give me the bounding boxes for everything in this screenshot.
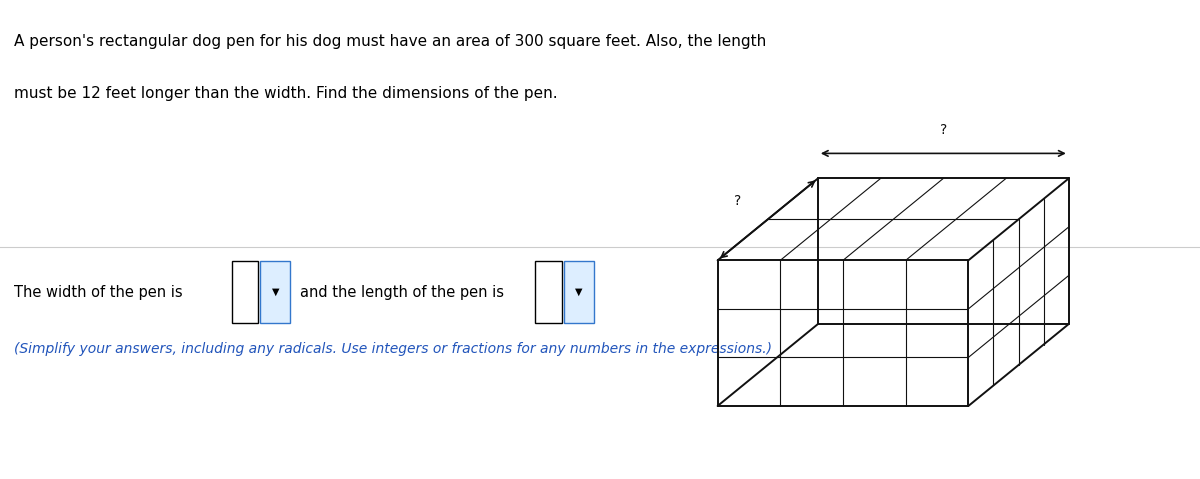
Text: (Simplify your answers, including any radicals. Use integers or fractions for an: (Simplify your answers, including any ra…: [14, 342, 773, 356]
Text: A person's rectangular dog pen for his dog must have an area of 300 square feet.: A person's rectangular dog pen for his d…: [14, 34, 767, 48]
Text: ?: ?: [940, 124, 947, 137]
Text: ▼: ▼: [271, 287, 280, 297]
Text: The width of the pen is: The width of the pen is: [14, 285, 184, 300]
Text: ▼: ▼: [575, 287, 583, 297]
Bar: [535, 261, 562, 323]
Text: and the length of the pen is: and the length of the pen is: [300, 285, 504, 300]
Bar: [260, 261, 290, 323]
Bar: [564, 261, 594, 323]
Text: must be 12 feet longer than the width. Find the dimensions of the pen.: must be 12 feet longer than the width. F…: [14, 86, 558, 101]
Bar: [232, 261, 258, 323]
Text: ?: ?: [734, 194, 742, 208]
